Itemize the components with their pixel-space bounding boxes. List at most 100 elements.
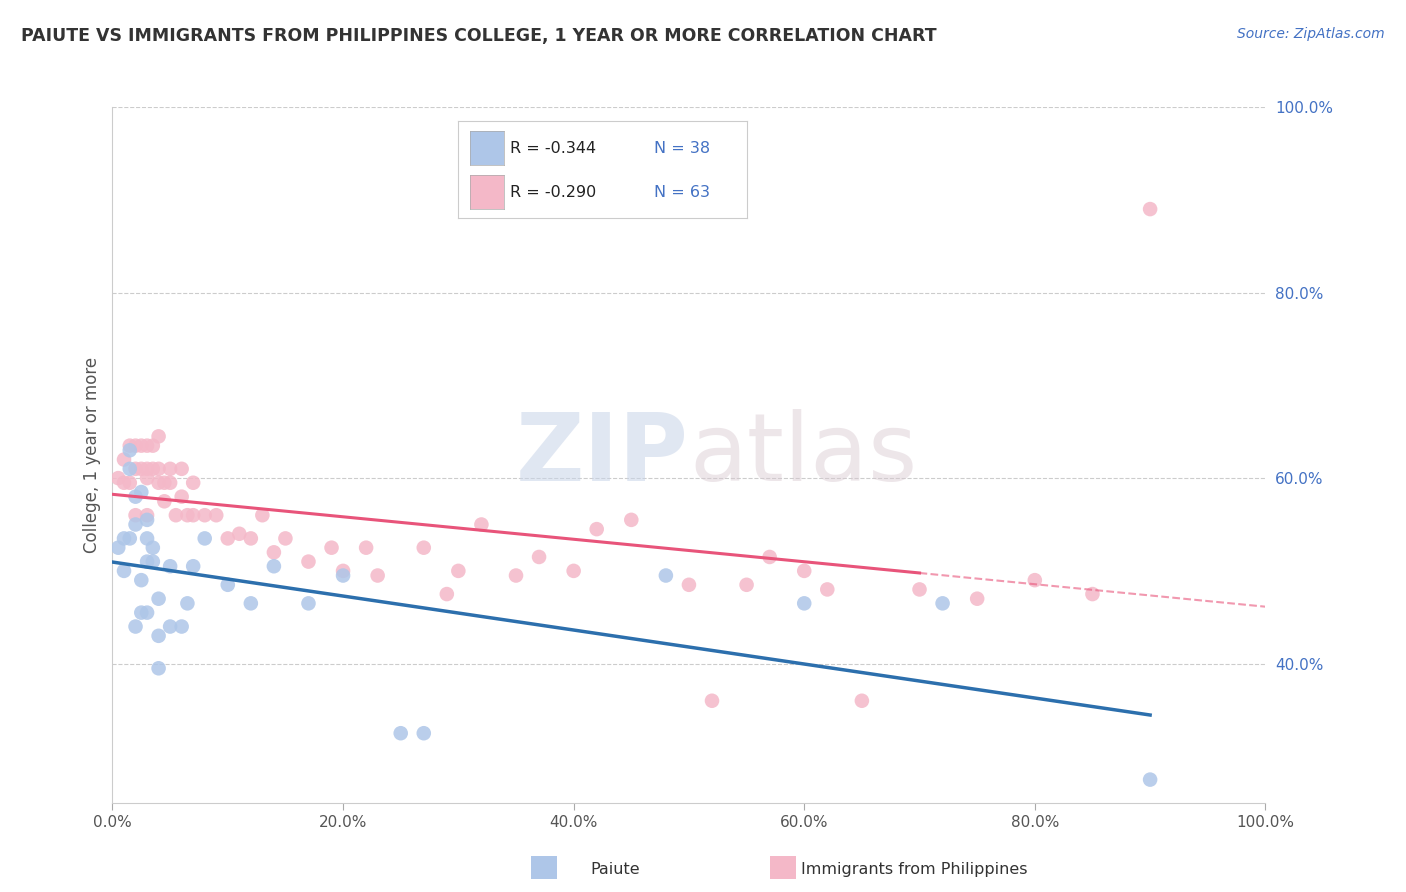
Point xyxy=(129,573,153,587)
Point xyxy=(118,532,141,546)
Point xyxy=(700,694,723,708)
Point xyxy=(181,475,204,490)
Point xyxy=(1024,573,1046,587)
Point xyxy=(758,549,780,564)
Point xyxy=(112,564,135,578)
Text: Paiute: Paiute xyxy=(591,863,640,877)
Point xyxy=(142,541,165,555)
Point xyxy=(735,578,758,592)
Point xyxy=(165,508,187,523)
Point xyxy=(118,443,141,458)
Point xyxy=(148,629,170,643)
Point xyxy=(112,532,135,546)
Point xyxy=(136,606,159,620)
Point xyxy=(112,475,135,490)
Point xyxy=(136,439,159,453)
Point xyxy=(107,541,129,555)
Point xyxy=(159,462,181,476)
Point xyxy=(793,596,815,610)
Point xyxy=(228,526,250,541)
Point xyxy=(136,532,159,546)
Point xyxy=(124,508,146,523)
Point xyxy=(124,462,146,476)
Point xyxy=(129,485,153,500)
Point xyxy=(159,559,181,574)
Point xyxy=(159,619,181,633)
Point xyxy=(159,475,181,490)
Point xyxy=(252,508,274,523)
Point xyxy=(367,568,389,582)
Point xyxy=(505,568,527,582)
Point xyxy=(148,591,170,606)
Point xyxy=(354,541,377,555)
Point xyxy=(170,490,193,504)
Point xyxy=(1139,772,1161,787)
Point xyxy=(332,568,354,582)
Point xyxy=(620,513,643,527)
Point xyxy=(527,549,550,564)
Point xyxy=(136,555,159,569)
Point xyxy=(239,532,262,546)
Text: ZIP: ZIP xyxy=(516,409,689,501)
Point xyxy=(176,596,198,610)
Point xyxy=(239,596,262,610)
Point xyxy=(412,541,434,555)
Text: Source: ZipAtlas.com: Source: ZipAtlas.com xyxy=(1237,27,1385,41)
Y-axis label: College, 1 year or more: College, 1 year or more xyxy=(83,357,101,553)
Point xyxy=(124,619,146,633)
Point xyxy=(585,522,607,536)
Point xyxy=(129,439,153,453)
Point xyxy=(217,578,239,592)
Point xyxy=(436,587,458,601)
Point xyxy=(142,555,165,569)
Point xyxy=(321,541,343,555)
Point xyxy=(148,661,170,675)
Point xyxy=(176,508,198,523)
Point xyxy=(148,475,170,490)
Point xyxy=(112,452,135,467)
Text: PAIUTE VS IMMIGRANTS FROM PHILIPPINES COLLEGE, 1 YEAR OR MORE CORRELATION CHART: PAIUTE VS IMMIGRANTS FROM PHILIPPINES CO… xyxy=(21,27,936,45)
Point xyxy=(118,462,141,476)
Point xyxy=(129,462,153,476)
Point xyxy=(297,596,319,610)
Point xyxy=(148,462,170,476)
Point xyxy=(136,508,159,523)
Point xyxy=(412,726,434,740)
Point xyxy=(194,532,217,546)
Point xyxy=(908,582,931,597)
Point xyxy=(118,439,141,453)
Point xyxy=(107,471,129,485)
Point xyxy=(1139,202,1161,216)
Point xyxy=(181,508,204,523)
Point xyxy=(181,559,204,574)
Point xyxy=(851,694,873,708)
Point xyxy=(447,564,470,578)
Point xyxy=(124,490,146,504)
Point xyxy=(263,559,285,574)
Point xyxy=(153,494,176,508)
Text: atlas: atlas xyxy=(689,409,917,501)
Point xyxy=(815,582,838,597)
Point xyxy=(124,439,146,453)
Point xyxy=(136,462,159,476)
Point xyxy=(205,508,228,523)
Point xyxy=(142,439,165,453)
Point xyxy=(793,564,815,578)
Point xyxy=(931,596,953,610)
Point xyxy=(562,564,585,578)
Point xyxy=(217,532,239,546)
Point xyxy=(263,545,285,559)
Point xyxy=(194,508,217,523)
Point xyxy=(124,517,146,532)
Point xyxy=(136,471,159,485)
Text: Immigrants from Philippines: Immigrants from Philippines xyxy=(801,863,1028,877)
Point xyxy=(118,475,141,490)
Point xyxy=(170,462,193,476)
Point xyxy=(136,513,159,527)
Point xyxy=(170,619,193,633)
Point xyxy=(142,462,165,476)
Point xyxy=(655,568,678,582)
Point xyxy=(470,517,492,532)
Point xyxy=(966,591,988,606)
Point xyxy=(129,606,153,620)
